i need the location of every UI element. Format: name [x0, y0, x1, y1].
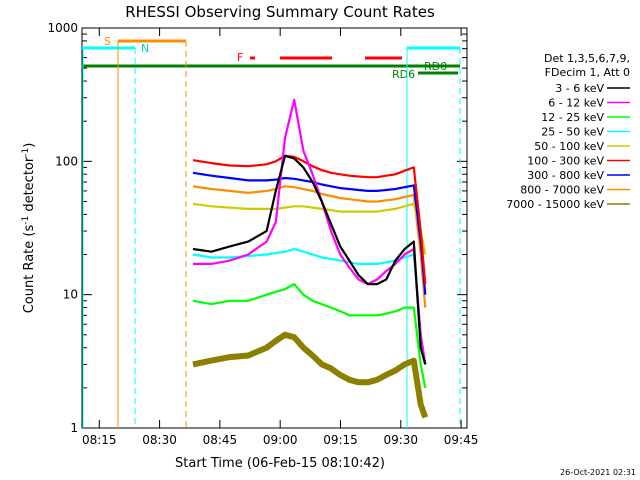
- series-line-50to100keV: [192, 202, 427, 255]
- plot-frame: [81, 27, 468, 429]
- legend-label: 100 - 300 keV: [527, 155, 604, 168]
- annotation-n: N: [141, 42, 149, 55]
- x-tick-label: 08:45: [203, 433, 238, 447]
- legend-label: 50 - 100 keV: [534, 140, 604, 153]
- ylabel-sup-2: -1: [21, 148, 31, 157]
- series-line-7000to15000keV: [192, 331, 429, 419]
- y-tick-label: 100: [55, 154, 78, 168]
- boundary-lines: [82, 41, 461, 428]
- legend-label: 3 - 6 keV: [555, 82, 604, 95]
- legend-label: 12 - 25 keV: [541, 111, 604, 124]
- y-tick-label: 1000: [47, 21, 78, 35]
- x-tick-label: 09:15: [323, 433, 358, 447]
- legend-label: 800 - 7000 keV: [520, 184, 604, 197]
- x-tick-label: 08:30: [142, 433, 177, 447]
- legend-label: 25 - 50 keV: [541, 126, 604, 139]
- series-line-25to50keV: [192, 247, 427, 365]
- chart-title: RHESSI Observing Summary Count Rates: [125, 3, 435, 21]
- series-line-100to300keV: [192, 154, 427, 285]
- annotation-rd0: RD0: [424, 60, 447, 73]
- legend: Det 1,3,5,6,7,9,FDecim 1, Att 0 3 - 6 keV…: [506, 52, 630, 211]
- y-tick-label: 1: [70, 421, 78, 435]
- legend-label: 7000 - 15000 keV: [506, 198, 604, 211]
- x-tick-label: 09:45: [444, 433, 479, 447]
- x-axis-label: Start Time (06-Feb-15 08:10:42): [175, 456, 385, 471]
- state-bars: S N F RD0 RD6: [82, 35, 460, 81]
- x-tick-label: 08:15: [82, 433, 117, 447]
- series-line-6to12keV: [193, 98, 427, 365]
- series-line-12to25keV: [192, 283, 427, 389]
- legend-header-line: Det 1,3,5,6,7,9,: [544, 52, 630, 65]
- footer-date: 26-Oct-2021 02:31: [560, 468, 636, 477]
- annotation-rd6: RD6: [392, 68, 415, 81]
- x-axis: 08:15 08:30 08:45 09:00 09:15 09:30 09:45: [82, 28, 478, 447]
- series-line-3to6keV: [192, 154, 427, 365]
- y-axis: 1 10 100 1000: [47, 21, 467, 435]
- y-tick-label: 10: [63, 288, 78, 302]
- series-line-800to7000keV: [192, 185, 427, 308]
- legend-label: 6 - 12 keV: [548, 97, 604, 110]
- series-lines: [192, 98, 429, 419]
- ylabel-part-2: detector: [22, 156, 37, 216]
- annotation-f: F: [237, 51, 243, 64]
- x-tick-label: 09:30: [383, 433, 418, 447]
- ylabel-sup-1: -1: [21, 216, 31, 225]
- series-line-300to800keV: [192, 171, 427, 295]
- legend-header-line: FDecim 1, Att 0: [545, 66, 630, 79]
- y-axis-label: Count Rate (s-1 detector-1): [21, 143, 37, 314]
- ylabel-part-3: ): [22, 143, 37, 148]
- annotation-s: S: [104, 35, 111, 48]
- legend-label: 300 - 800 keV: [527, 169, 604, 182]
- ylabel-part-1: Count Rate (s: [22, 225, 37, 314]
- x-tick-label: 09:00: [263, 433, 298, 447]
